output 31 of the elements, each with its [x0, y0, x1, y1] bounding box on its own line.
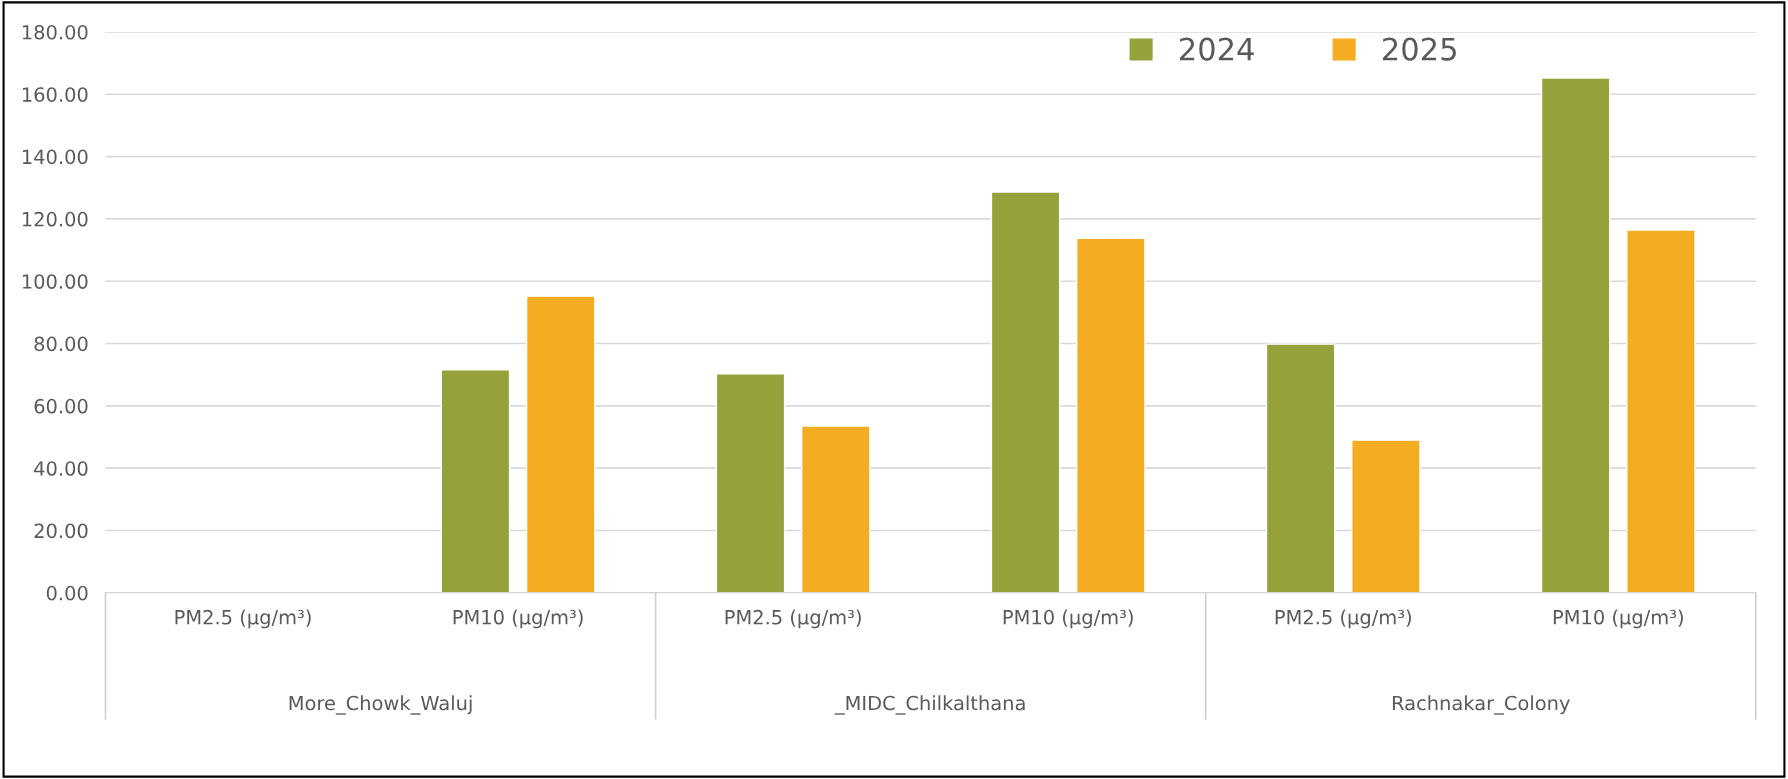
- y-tick-label: 20.00: [34, 523, 88, 539]
- y-tick-label: 160.00: [22, 87, 88, 102]
- x-tick-label: PM2.5 (µg/m³): [175, 609, 311, 629]
- bar: [1626, 229, 1696, 593]
- text: _MIDC_Chilkalthana: [834, 695, 1025, 715]
- bar: [440, 369, 511, 593]
- x-tick-label: PM10 (µg/m³): [453, 609, 583, 629]
- bar: [1076, 237, 1146, 593]
- text: More_Chowk_Waluj: [289, 695, 472, 715]
- y-tick-label: 40.00: [34, 461, 88, 476]
- bar: [715, 373, 786, 593]
- x-tick-label: PM10 (µg/m³): [1003, 609, 1133, 629]
- bar: [800, 425, 871, 593]
- y-tick-label: 80.00: [34, 336, 88, 352]
- legend-label: 2025: [1383, 37, 1456, 61]
- y-tick-label: 180.00: [22, 24, 88, 40]
- y-tick-label: 140.00: [22, 149, 88, 165]
- x-tick-label: PM2.5 (µg/m³): [725, 609, 861, 629]
- y-tick-label: 0.00: [46, 585, 88, 601]
- legend-label: 2024: [1180, 37, 1254, 61]
- text: Rachnakar_Colony: [1392, 695, 1570, 715]
- x-tick-label: PM2.5 (µg/m³): [1275, 609, 1411, 629]
- bar: [1351, 439, 1421, 593]
- bar: [1265, 343, 1336, 593]
- bar: [525, 295, 596, 593]
- y-tick-label: 100.00: [22, 274, 88, 289]
- y-tick-label: 120.00: [22, 211, 88, 227]
- bar: [1540, 77, 1611, 593]
- y-tick-label: 60.00: [34, 398, 88, 414]
- bar: [990, 191, 1061, 593]
- x-tick-label: PM10 (µg/m³): [1553, 609, 1683, 629]
